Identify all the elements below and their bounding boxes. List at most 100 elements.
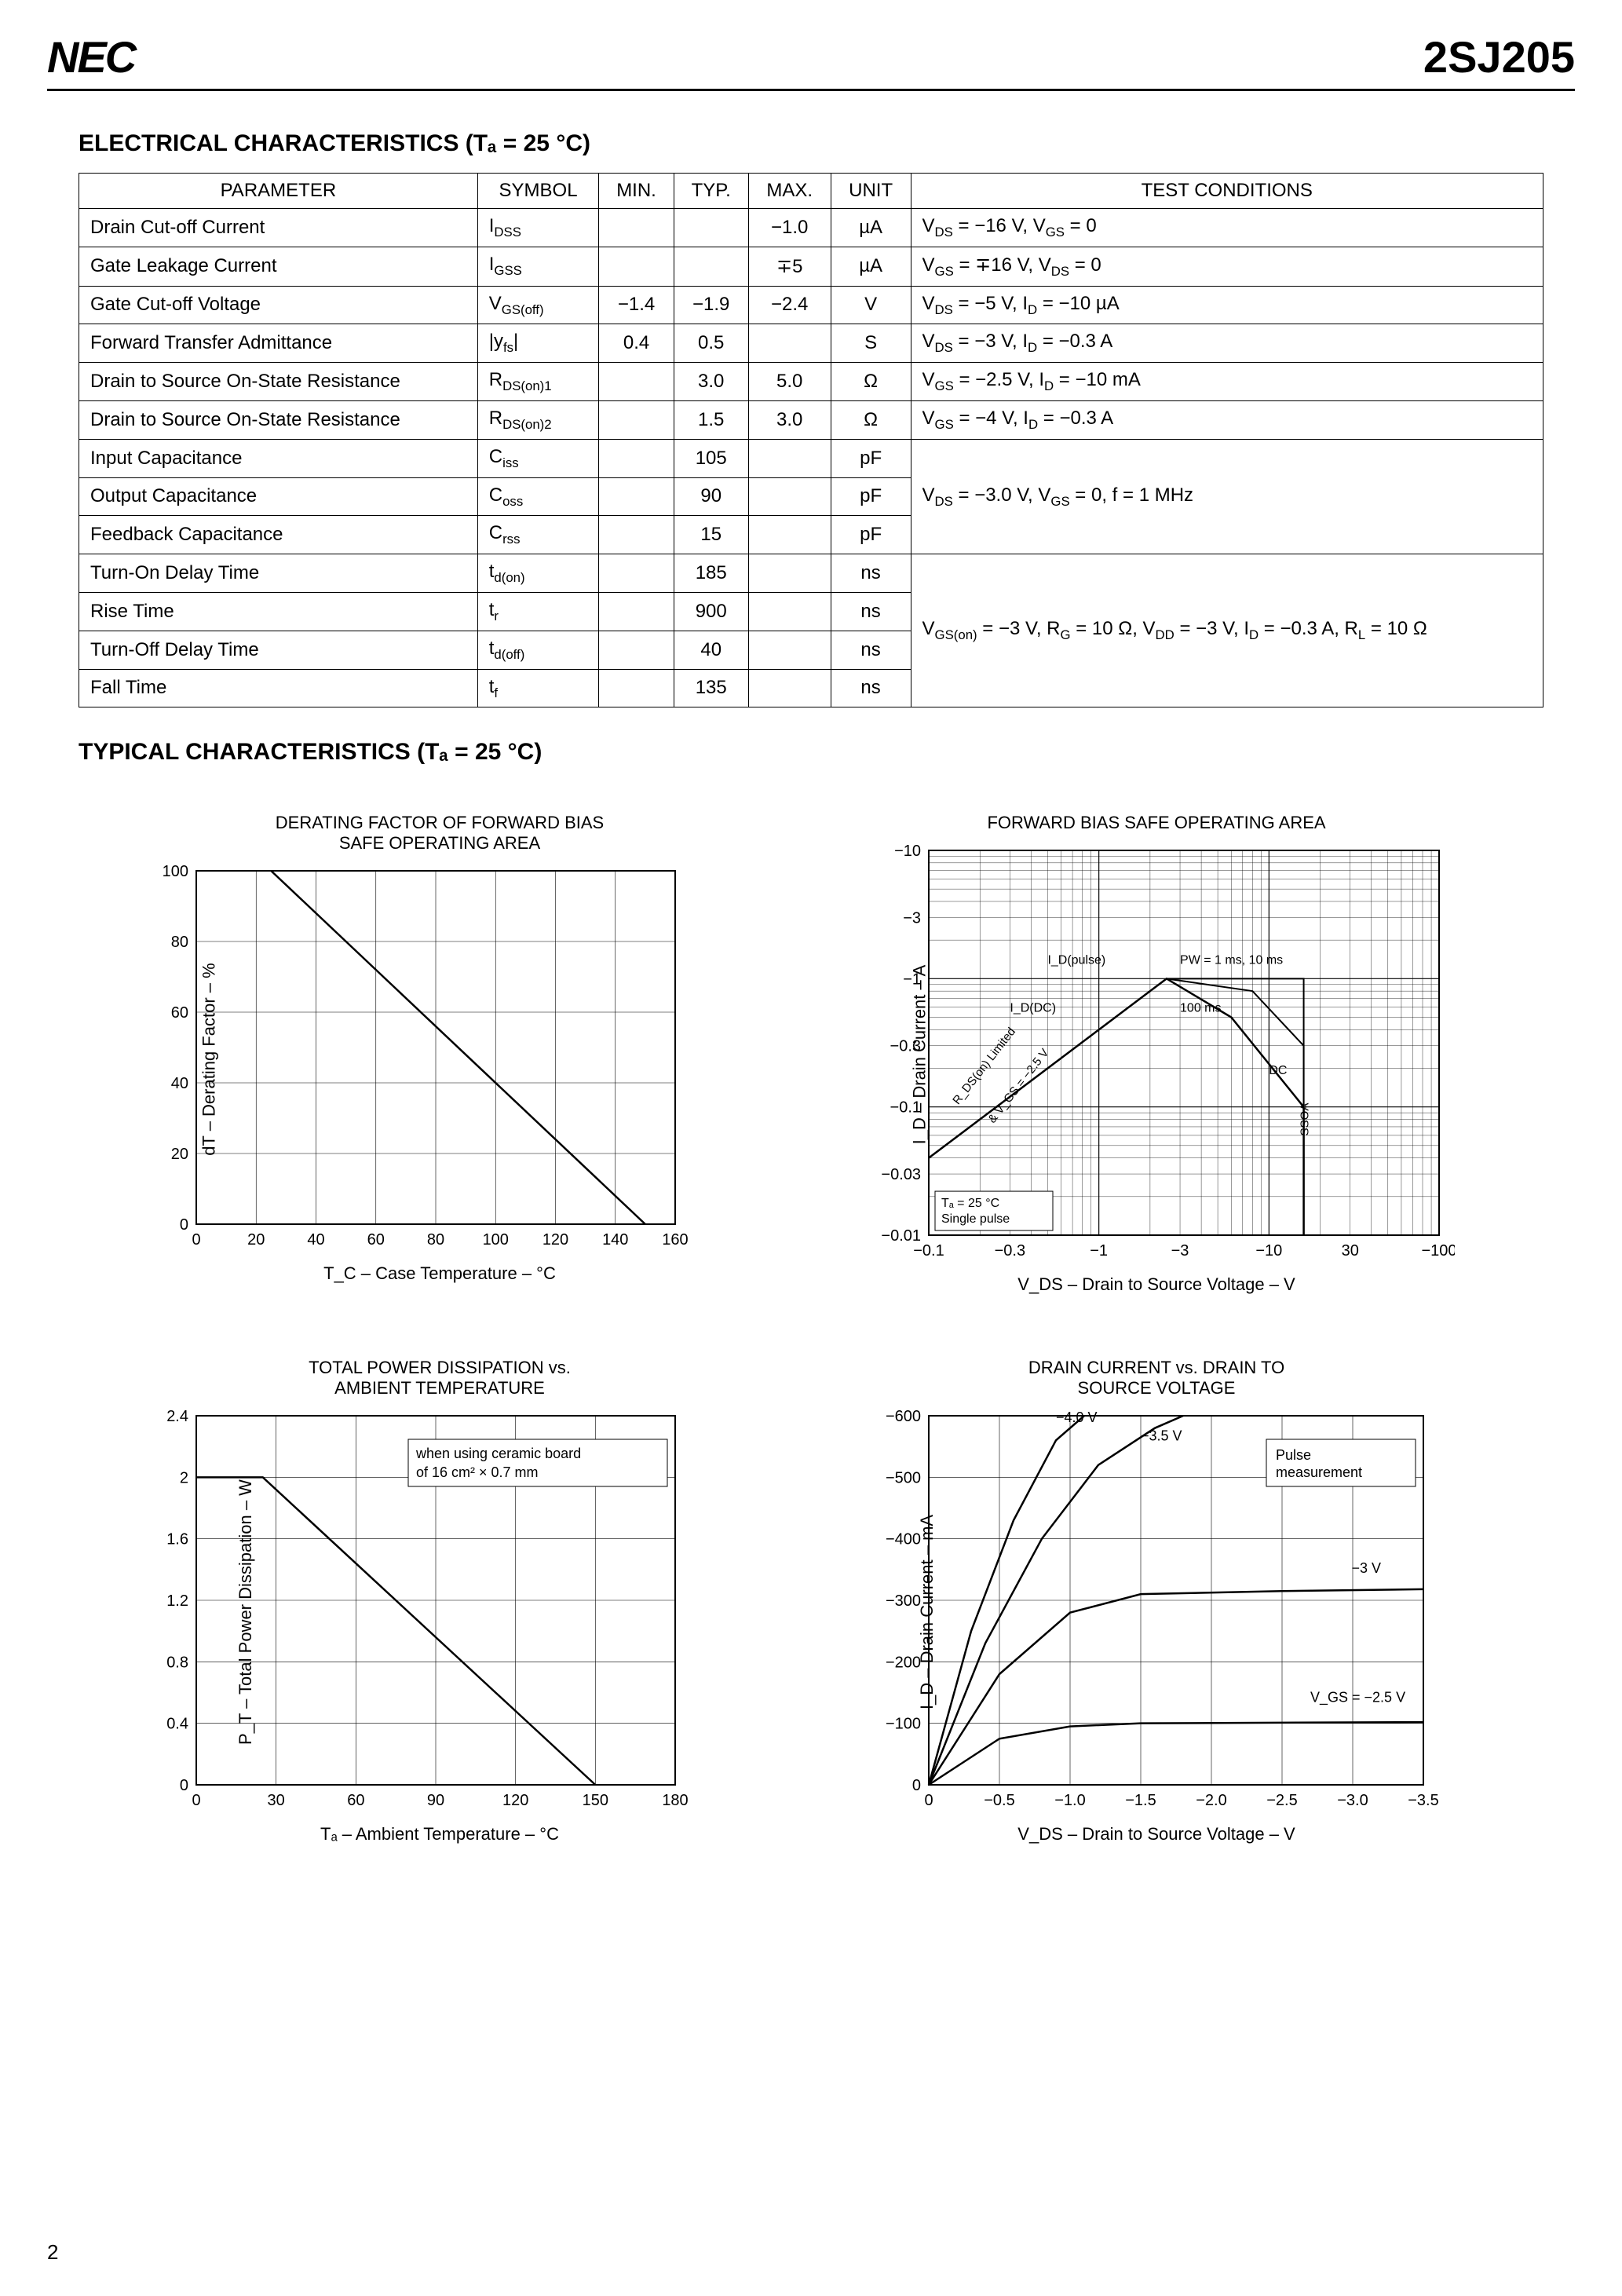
svg-text:when using ceramic board: when using ceramic board (415, 1446, 581, 1461)
table-row: Drain Cut-off CurrentIDSS−1.0µAVDS = −16… (79, 209, 1543, 247)
table-cell-typ: 135 (674, 669, 748, 707)
svg-text:−0.5: −0.5 (984, 1792, 1014, 1809)
table-cell-sym: td(off) (477, 631, 599, 669)
table-cell-unit: V (831, 286, 911, 324)
svg-text:160: 160 (662, 1231, 688, 1249)
chart-power-xlabel: Tₐ – Ambient Temperature – °C (141, 1824, 738, 1844)
table-header-cell: UNIT (831, 174, 911, 209)
table-cell-typ: 3.0 (674, 363, 748, 401)
svg-text:−0.01: −0.01 (881, 1227, 921, 1245)
chart-drain-ylabel: I_D – Drain Current – mA (917, 1515, 937, 1709)
chart-power-svg: 030609012015018000.40.81.21.622.4when us… (141, 1408, 691, 1816)
table-cell-param: Gate Leakage Current (79, 247, 478, 286)
svg-text:40: 40 (171, 1075, 188, 1092)
svg-text:140: 140 (602, 1231, 628, 1249)
svg-text:−3.5 V: −3.5 V (1141, 1428, 1182, 1444)
table-cell-param: Drain to Source On-State Resistance (79, 363, 478, 401)
svg-text:Single pulse: Single pulse (941, 1212, 1010, 1226)
svg-text:100 ms: 100 ms (1180, 1002, 1221, 1015)
table-cell-unit: S (831, 324, 911, 363)
table-cell-unit: ns (831, 592, 911, 631)
table-cell-min (599, 554, 674, 593)
table-cell-param: Output Capacitance (79, 477, 478, 516)
chart-derating-ylabel: dT – Derating Factor – % (199, 963, 220, 1156)
svg-text:−500: −500 (886, 1470, 921, 1487)
svg-text:2: 2 (180, 1470, 188, 1487)
svg-text:−1: −1 (1090, 1242, 1108, 1260)
svg-text:−2.5: −2.5 (1266, 1792, 1297, 1809)
table-cell-param: Fall Time (79, 669, 478, 707)
table-cell-param: Rise Time (79, 592, 478, 631)
svg-text:−3: −3 (1171, 1242, 1189, 1260)
svg-text:80: 80 (171, 934, 188, 951)
table-cell-sym: Crss (477, 516, 599, 554)
table-cell-unit: pF (831, 516, 911, 554)
table-cell-max: −1.0 (748, 209, 831, 247)
table-cell-typ: 15 (674, 516, 748, 554)
svg-text:150: 150 (583, 1792, 608, 1809)
table-cell-sym: RDS(on)1 (477, 363, 599, 401)
svg-text:−600: −600 (886, 1408, 921, 1425)
table-row: Drain to Source On-State ResistanceRDS(o… (79, 363, 1543, 401)
table-cell-sym: Ciss (477, 439, 599, 477)
svg-text:100: 100 (163, 863, 188, 880)
chart-power-diss: TOTAL POWER DISSIPATION vs. AMBIENT TEMP… (141, 1358, 738, 1844)
table-cell-unit: ns (831, 631, 911, 669)
table-cell-min (599, 363, 674, 401)
table-cell-cond: VDS = −3 V, ID = −0.3 A (911, 324, 1543, 363)
chart-safe-ylabel: I_D – Drain Current – A (909, 965, 930, 1145)
table-cell-min (599, 516, 674, 554)
chart-drain-svg: 0−0.5−1.0−1.5−2.0−2.5−3.0−3.50−100−200−3… (858, 1408, 1439, 1816)
svg-text:120: 120 (542, 1231, 568, 1249)
table-cell-typ: 40 (674, 631, 748, 669)
section-title-typical: TYPICAL CHARACTERISTICS (Tₐ = 25 °C) (79, 739, 1575, 766)
part-number: 2SJ205 (1423, 31, 1575, 82)
svg-text:of 16 cm² × 0.7 mm: of 16 cm² × 0.7 mm (416, 1464, 539, 1480)
chart-drain-title: DRAIN CURRENT vs. DRAIN TO SOURCE VOLTAG… (858, 1358, 1455, 1398)
table-cell-max: 3.0 (748, 400, 831, 439)
svg-text:−100: −100 (1421, 1242, 1455, 1260)
svg-text:−2.0: −2.0 (1196, 1792, 1226, 1809)
svg-text:0: 0 (924, 1792, 933, 1809)
table-cell-unit: pF (831, 477, 911, 516)
table-header-cell: TEST CONDITIONS (911, 174, 1543, 209)
table-cell-max: 5.0 (748, 363, 831, 401)
table-cell-max (748, 631, 831, 669)
table-cell-sym: |yfs| (477, 324, 599, 363)
table-cell-typ: 185 (674, 554, 748, 593)
table-row: Turn-On Delay Timetd(on)185nsVGS(on) = −… (79, 554, 1543, 593)
svg-text:−0.03: −0.03 (881, 1166, 921, 1183)
svg-text:−10: −10 (894, 843, 921, 860)
svg-text:30: 30 (268, 1792, 285, 1809)
table-cell-unit: ns (831, 554, 911, 593)
table-cell-sym: VGS(off) (477, 286, 599, 324)
table-cell-max (748, 324, 831, 363)
logo: NEC (47, 31, 135, 82)
table-cell-cond: VGS = −2.5 V, ID = −10 mA (911, 363, 1543, 401)
table-cell-min (599, 631, 674, 669)
svg-text:120: 120 (502, 1792, 528, 1809)
table-header-cell: PARAMETER (79, 174, 478, 209)
table-cell-min (599, 669, 674, 707)
chart-derating-title: DERATING FACTOR OF FORWARD BIAS SAFE OPE… (141, 813, 738, 854)
svg-text:I_D(pulse): I_D(pulse) (1047, 954, 1105, 967)
table-cell-max (748, 669, 831, 707)
table-cell-max (748, 439, 831, 477)
svg-text:60: 60 (367, 1231, 385, 1249)
table-cell-typ: 900 (674, 592, 748, 631)
table-header-cell: TYP. (674, 174, 748, 209)
table-cell-unit: µA (831, 247, 911, 286)
table-cell-max: ∓5 (748, 247, 831, 286)
svg-text:I_D(DC): I_D(DC) (1010, 1002, 1056, 1015)
svg-text:1.2: 1.2 (166, 1592, 188, 1610)
table-cell-param: Drain Cut-off Current (79, 209, 478, 247)
svg-text:−1.0: −1.0 (1054, 1792, 1085, 1809)
svg-text:−100: −100 (886, 1716, 921, 1733)
table-cell-unit: Ω (831, 363, 911, 401)
table-cell-param: Drain to Source On-State Resistance (79, 400, 478, 439)
svg-text:V_GS = −2.5 V: V_GS = −2.5 V (1310, 1690, 1405, 1706)
table-cell-max (748, 554, 831, 593)
chart-derating-xlabel: T_C – Case Temperature – °C (141, 1263, 738, 1284)
chart-derating: DERATING FACTOR OF FORWARD BIAS SAFE OPE… (141, 813, 738, 1295)
svg-text:60: 60 (347, 1792, 364, 1809)
